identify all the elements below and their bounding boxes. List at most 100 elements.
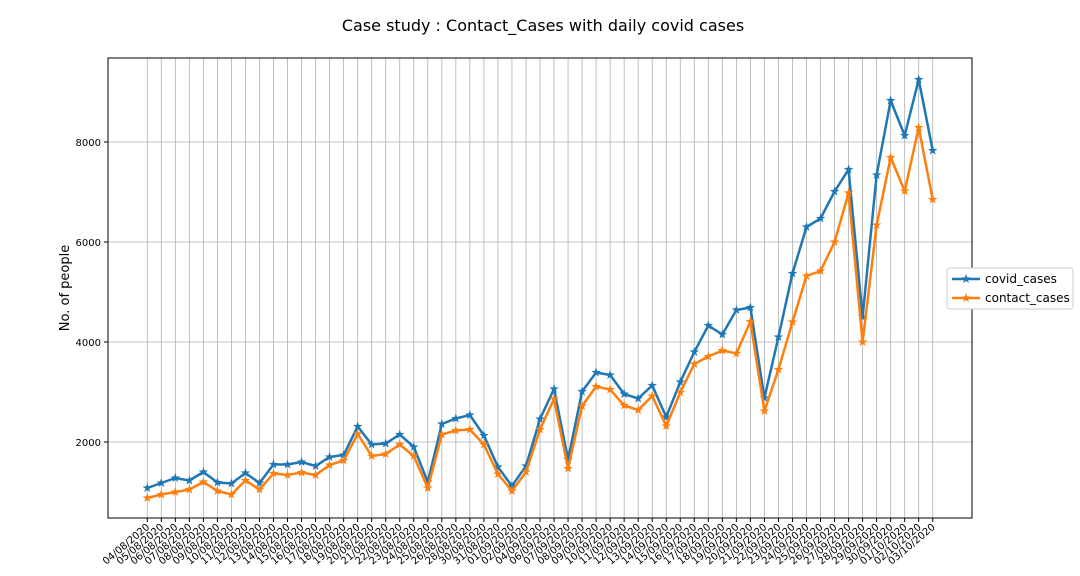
point-marker (829, 186, 840, 196)
point-marker (899, 186, 910, 195)
point-marker (254, 478, 265, 487)
point-marker (591, 367, 601, 377)
point-marker (577, 401, 587, 410)
point-marker (170, 487, 181, 496)
point-marker (549, 384, 559, 393)
point-marker (493, 462, 503, 471)
point-marker (366, 439, 377, 449)
point-marker (689, 347, 699, 356)
point-marker (493, 469, 503, 478)
point-marker (717, 345, 728, 355)
chart-title: Case study : Contact_Cases with daily co… (342, 16, 744, 36)
point-marker (170, 473, 181, 482)
point-marker (759, 393, 770, 402)
point-marker (240, 468, 251, 477)
point-marker (689, 359, 699, 368)
y-axis-label: No. of people (58, 245, 73, 331)
point-marker (465, 424, 475, 434)
point-marker (184, 484, 195, 494)
point-marker (198, 477, 209, 486)
point-marker (745, 316, 756, 326)
point-marker (773, 332, 784, 341)
point-marker (619, 389, 629, 398)
point-marker (395, 429, 405, 439)
point-marker (913, 74, 924, 84)
point-marker (521, 461, 531, 470)
point-marker (521, 467, 531, 476)
point-marker (928, 145, 938, 155)
point-marker (787, 268, 798, 278)
point-marker (324, 452, 335, 461)
point-marker (619, 400, 629, 410)
point-marker (282, 459, 293, 469)
point-marker (563, 454, 573, 464)
point-marker (815, 213, 826, 223)
point-marker (409, 442, 419, 451)
point-marker (885, 152, 896, 162)
point-marker (717, 329, 728, 339)
point-marker (507, 481, 517, 490)
y-tick-label: 6000 (76, 238, 101, 249)
point-marker (465, 410, 475, 419)
point-marker (479, 430, 489, 440)
point-marker (296, 457, 307, 466)
point-marker (928, 194, 938, 204)
point-marker (268, 468, 279, 478)
point-marker (310, 470, 321, 479)
point-marker (366, 451, 377, 460)
point-marker (787, 317, 798, 326)
point-marker (913, 122, 924, 132)
point-marker (226, 489, 237, 499)
point-marker (142, 493, 152, 502)
point-marker (857, 337, 868, 346)
y-tick-label: 2000 (76, 438, 101, 449)
point-marker (338, 450, 349, 459)
point-marker (240, 475, 251, 485)
point-marker (843, 188, 854, 197)
point-marker (703, 320, 714, 330)
point-marker (731, 305, 742, 314)
point-marker (605, 370, 615, 379)
point-marker (633, 405, 643, 414)
point-marker (423, 483, 433, 492)
point-marker (310, 461, 321, 470)
point-marker (857, 312, 868, 321)
point-marker (226, 478, 237, 488)
point-marker (759, 406, 770, 415)
point-marker (885, 95, 896, 105)
point-marker (198, 467, 209, 476)
point-marker (535, 414, 545, 423)
point-marker (156, 489, 167, 499)
point-marker (184, 475, 195, 485)
point-marker (282, 470, 293, 479)
point-marker (142, 483, 152, 492)
point-marker (395, 439, 405, 449)
point-marker (899, 130, 910, 140)
point-marker (661, 412, 671, 421)
point-marker (871, 220, 882, 229)
point-marker (661, 421, 671, 430)
y-tick-label: 8000 (76, 138, 101, 149)
point-marker (156, 478, 167, 487)
point-marker (381, 438, 391, 448)
point-marker (437, 419, 447, 428)
point-marker (591, 381, 601, 391)
point-marker (633, 393, 643, 403)
point-marker (745, 302, 756, 312)
point-marker (605, 384, 615, 394)
legend-label: covid_cases (985, 272, 1057, 286)
point-marker (338, 455, 349, 465)
legend-label: contact_cases (985, 291, 1070, 305)
point-marker (731, 348, 742, 358)
point-marker (577, 386, 587, 396)
point-marker (352, 421, 363, 431)
legend-marker (961, 293, 971, 302)
point-marker (381, 449, 391, 458)
point-marker (437, 429, 447, 439)
point-marker (324, 460, 335, 469)
point-marker (829, 237, 840, 246)
point-marker (703, 351, 714, 361)
point-marker (535, 424, 545, 434)
point-marker (212, 477, 223, 487)
